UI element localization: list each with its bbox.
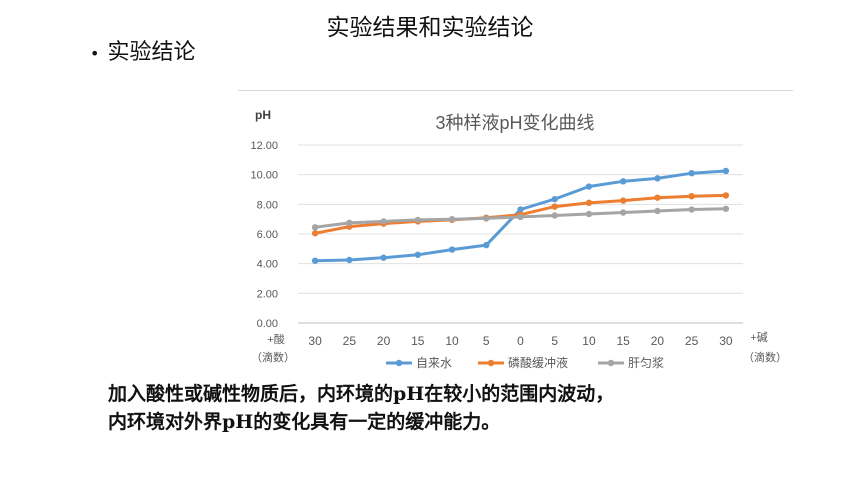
x-tick-label: 15: [617, 334, 631, 348]
data-point: [654, 207, 661, 215]
data-point: [346, 219, 353, 227]
data-point: [448, 246, 456, 253]
x-tick-label: 20: [651, 334, 665, 348]
y-tick-label: 2.00: [257, 288, 278, 300]
bullet-point: • 实验结论: [90, 34, 195, 66]
y-tick-label: 10.00: [250, 170, 278, 182]
conclusion-line-2: 内环境对外界pH的变化具有一定的缓冲能力。: [108, 411, 501, 433]
data-point: [722, 192, 730, 199]
legend-label: 磷酸缓冲液: [508, 355, 568, 370]
legend-marker: [607, 359, 615, 367]
chart-container: 3种样液pH变化曲线 pH 0.00 2.00 4.00 6.00 8.00 10.00 12.…: [238, 90, 793, 376]
data-point: [414, 216, 422, 224]
x-right-label: +碱: [750, 331, 767, 344]
data-point: [722, 205, 730, 212]
y-tick-label: 12.00: [250, 140, 278, 152]
y-tick-label: 0.00: [257, 318, 278, 330]
x-left-label: +酸: [267, 332, 284, 346]
x-tick-label: 5: [551, 334, 558, 348]
y-tick-label: 6.00: [257, 229, 278, 241]
slide-title: 实验结果和实验结论: [326, 15, 534, 41]
conclusion-line-1: 加入酸性或碱性物质后，内环境的pH在较小的范围内波动，: [108, 383, 615, 405]
data-point: [585, 199, 593, 207]
data-point: [414, 251, 422, 258]
chart-title: 3种样液pH变化曲线: [435, 113, 594, 133]
x-tick-label: 10: [582, 334, 596, 348]
data-point: [551, 195, 558, 203]
x-tick-label: 20: [377, 334, 391, 348]
x-tick-label: 0: [517, 334, 524, 348]
data-point: [551, 212, 558, 219]
data-point: [311, 224, 319, 231]
data-point: [517, 213, 524, 221]
x-tick-label: 25: [343, 334, 357, 348]
data-point: [551, 203, 558, 210]
data-point: [722, 167, 730, 175]
legend-label: 自来水: [416, 356, 452, 370]
bullet-dot-icon: •: [90, 43, 100, 63]
data-point: [346, 256, 353, 264]
y-axis-label: pH: [255, 108, 271, 122]
data-point: [619, 197, 627, 204]
data-point: [619, 209, 627, 216]
x-tick-label: 30: [719, 334, 733, 348]
x-tick-label: 30: [308, 334, 322, 348]
label-layer: 3种样液pH变化曲线 pH 0.00 2.00 4.00 6.00 8.00 10.00 12.…: [250, 108, 787, 370]
grid-layer: [298, 144, 743, 324]
ph-line-chart: 3种样液pH变化曲线 pH 0.00 2.00 4.00 6.00 8.00 10.00 12.…: [250, 108, 787, 370]
data-point: [688, 169, 695, 177]
data-point: [448, 215, 456, 223]
y-tick-label: 8.00: [257, 199, 278, 211]
x-tick-label: 15: [411, 334, 425, 348]
data-point: [688, 206, 695, 213]
data-point: [483, 241, 490, 249]
x-left-unit-label: （滴数）: [251, 350, 295, 364]
series-layer: [311, 167, 730, 264]
x-tick-label: 5: [483, 334, 490, 348]
legend-label: 肝匀浆: [628, 355, 664, 370]
data-point: [483, 215, 490, 222]
data-point: [585, 183, 593, 190]
data-point: [585, 210, 593, 218]
bullet-text: 实验结论: [107, 40, 196, 65]
data-point: [654, 194, 661, 201]
data-point: [619, 178, 627, 185]
legend-marker: [487, 359, 495, 367]
data-point: [380, 254, 387, 261]
data-point: [688, 192, 695, 200]
x-tick-label: 10: [445, 334, 459, 348]
data-point: [380, 218, 387, 225]
conclusion-text: 加入酸性或碱性物质后，内环境的pH在较小的范围内波动， 内环境对外界pH的变化具…: [108, 380, 828, 436]
y-tick-label: 4.00: [257, 259, 278, 271]
x-tick-label: 25: [685, 334, 699, 348]
data-point: [311, 230, 319, 237]
data-point: [517, 206, 524, 213]
x-right-unit-label: （滴数）: [743, 350, 787, 364]
legend-marker: [395, 359, 403, 367]
data-point: [311, 257, 319, 264]
data-point: [654, 175, 661, 182]
